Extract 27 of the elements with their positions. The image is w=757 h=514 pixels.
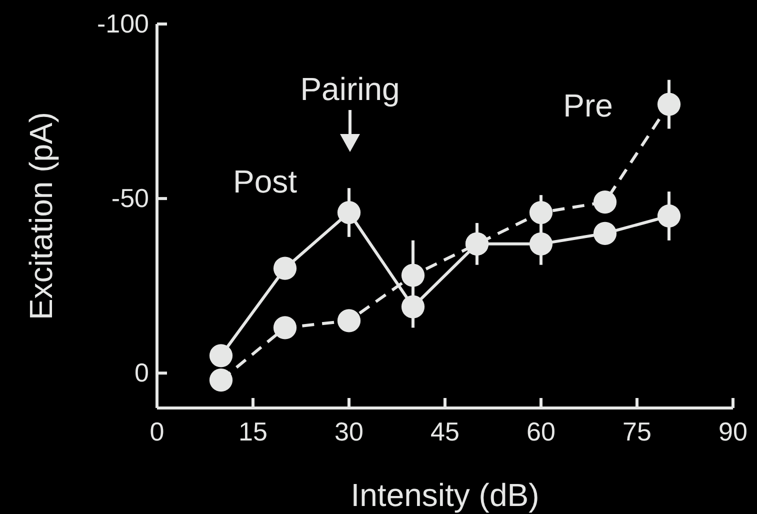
- point: [337, 309, 361, 332]
- point: [529, 232, 553, 256]
- point: [273, 256, 297, 280]
- point: [209, 368, 233, 392]
- y-axis-title: Excitation (pA): [23, 112, 59, 320]
- point: [273, 316, 297, 340]
- y-tick-label: 0: [134, 357, 149, 388]
- point: [593, 222, 617, 245]
- series-label: Pre: [563, 87, 613, 124]
- point: [657, 92, 681, 116]
- point: [593, 190, 617, 214]
- x-tick-label: 30: [334, 416, 364, 446]
- point: [401, 264, 425, 287]
- annotation: Pairing: [300, 71, 400, 107]
- series-label: Post: [232, 163, 298, 200]
- y-tick-label: -100: [96, 8, 149, 38]
- point: [209, 344, 233, 368]
- point: [657, 204, 681, 228]
- x-tick-label: 75: [622, 416, 652, 446]
- point: [337, 200, 361, 224]
- point: [529, 200, 553, 224]
- x-axis-title: Intensity (dB): [350, 477, 540, 513]
- x-tick-label: 90: [718, 416, 748, 446]
- x-tick-label: 15: [238, 416, 268, 446]
- x-tick-label: 45: [430, 416, 460, 446]
- x-tick-label: 60: [526, 416, 556, 446]
- y-tick-label: -50: [111, 182, 149, 213]
